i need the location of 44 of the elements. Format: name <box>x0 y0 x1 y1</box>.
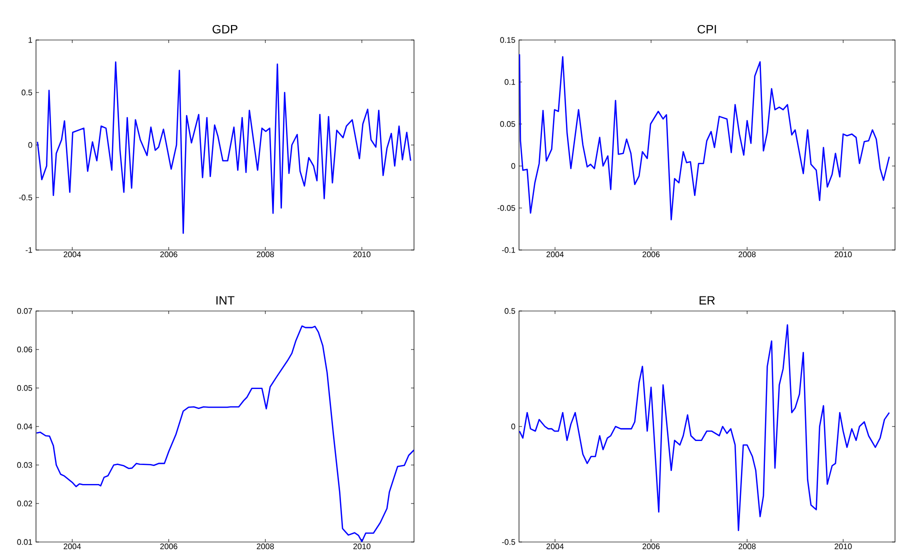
y-tick-label: 0.02 <box>17 500 32 506</box>
y-tick-label: 1 <box>28 37 32 43</box>
y-tick-label: 0.03 <box>17 462 32 468</box>
y-tick-label: -0.05 <box>498 205 516 211</box>
y-tick-label: 0.5 <box>504 308 516 314</box>
x-tick-label: 2010 <box>353 252 370 258</box>
line-series <box>36 325 414 542</box>
y-tick-label: 0 <box>511 163 516 169</box>
x-tick-label: 2004 <box>64 252 81 258</box>
x-tick-label: 2008 <box>738 252 756 258</box>
y-tick-label: 0 <box>28 142 32 148</box>
chart-title: GDP <box>212 24 238 34</box>
y-tick-label: -0.5 <box>19 194 32 200</box>
y-tick-label: 0.5 <box>22 90 32 96</box>
line-series <box>36 61 412 234</box>
y-tick-label: -1 <box>26 247 32 253</box>
y-tick-label: 0 <box>511 424 516 430</box>
line-series <box>519 54 890 220</box>
y-tick-label: 0.1 <box>504 79 516 85</box>
chart-title: ER <box>700 296 715 304</box>
x-tick-label: 2006 <box>642 252 660 258</box>
chart-title: INT <box>216 296 234 304</box>
y-tick-label: -0.1 <box>502 247 516 253</box>
x-tick-label: 2010 <box>834 544 852 550</box>
y-tick-label: -0.5 <box>502 539 516 545</box>
y-tick-label: 0.06 <box>17 346 32 352</box>
x-tick-label: 2008 <box>256 544 274 550</box>
x-tick-label: 2008 <box>738 544 756 550</box>
x-tick-label: 2006 <box>160 252 178 258</box>
x-tick-label: 2006 <box>160 544 178 550</box>
x-tick-label: 2004 <box>546 252 564 258</box>
y-tick-label: 0.05 <box>500 121 516 127</box>
x-tick-label: 2010 <box>353 544 370 550</box>
y-tick-label: 0.01 <box>17 539 32 545</box>
x-tick-label: 2008 <box>256 252 274 258</box>
y-tick-label: 0.05 <box>17 385 32 391</box>
x-tick-label: 2010 <box>834 252 852 258</box>
y-tick-label: 0.07 <box>17 308 32 314</box>
y-tick-label: 0.15 <box>500 37 516 43</box>
y-tick-label: 0.04 <box>17 424 32 430</box>
x-tick-label: 2006 <box>642 544 660 550</box>
chart-title: CPI <box>698 24 716 34</box>
x-tick-label: 2004 <box>546 544 564 550</box>
x-tick-label: 2004 <box>64 544 81 550</box>
